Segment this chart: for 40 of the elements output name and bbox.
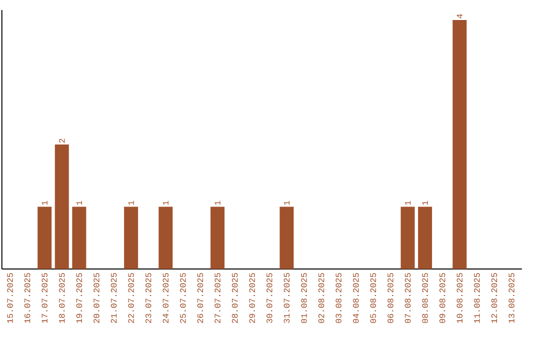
data-label: 1 [42, 200, 48, 205]
x-tick-label: 02.08.2025 [318, 273, 324, 324]
x-tick-label: 21.07.2025 [110, 273, 117, 323]
data-label: 1 [128, 200, 134, 205]
x-tick-label: 23.07.2025 [145, 273, 152, 323]
x-tick-label: 17.07.2025 [42, 273, 48, 323]
data-label: 1 [162, 200, 168, 205]
x-tick-label: 12.08.2025 [491, 273, 498, 323]
x-tick-label: 06.08.2025 [388, 273, 394, 324]
x-tick-label: 22.07.2025 [128, 273, 134, 323]
x-tick-label: 31.07.2025 [284, 273, 290, 324]
x-tick-label: 13.08.2025 [508, 273, 514, 323]
data-label: 1 [76, 200, 82, 205]
x-tick-label: 25.07.2025 [180, 273, 186, 323]
x-tick-label: 01.08.2025 [301, 273, 307, 324]
x-tick-label: 04.08.2025 [352, 273, 359, 324]
x-tick-label: 24.07.2025 [162, 273, 169, 323]
data-label: 1 [284, 200, 290, 205]
x-tick-label: 16.07.2025 [24, 273, 30, 323]
x-tick-label: 26.07.2025 [197, 273, 204, 323]
x-tick-label: 19.07.2025 [76, 273, 82, 323]
x-tick-label: 10.08.2025 [456, 273, 463, 323]
x-tick-label: 03.08.2025 [336, 273, 342, 324]
x-tick-label: 18.07.2025 [58, 273, 65, 323]
x-tick-label: 20.07.2025 [94, 273, 100, 323]
x-tick-label: 07.08.2025 [404, 273, 411, 324]
data-label: 1 [404, 200, 411, 205]
x-tick-label: 08.08.2025 [422, 273, 428, 324]
x-tick-label: 15.07.2025 [7, 273, 13, 323]
data-label: 4 [456, 14, 462, 18]
data-label: 1 [422, 200, 428, 205]
data-label: 2 [59, 138, 65, 143]
x-tick-label: 09.08.2025 [439, 273, 446, 324]
data-label: 1 [214, 200, 220, 205]
x-tick-label: 11.08.2025 [474, 273, 480, 323]
x-tick-label: 29.07.2025 [249, 273, 255, 323]
x-tick-label: 30.07.2025 [266, 273, 272, 324]
x-tick-label: 05.08.2025 [370, 273, 376, 324]
x-tick-label: 27.07.2025 [214, 273, 220, 323]
x-tick-label: 28.07.2025 [232, 273, 238, 323]
